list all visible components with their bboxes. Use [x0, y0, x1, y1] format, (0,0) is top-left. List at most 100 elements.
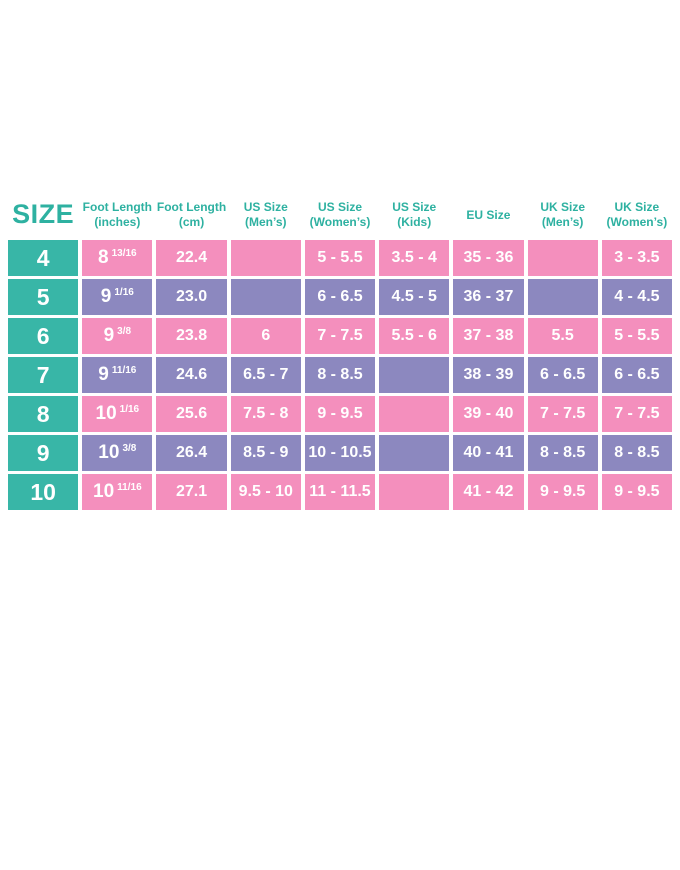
inches-fraction: 3/8 [122, 442, 137, 454]
size-cell-6: 6 [8, 318, 79, 354]
header-title: US Size [392, 200, 437, 214]
cell-5-us-kids: 4.5 - 5 [379, 279, 450, 315]
header-title: US Size [243, 200, 288, 214]
cell-7-uk-womens: 6 - 6.5 [601, 357, 672, 393]
cell-10-cm: 27.1 [156, 474, 227, 510]
header-foot-length-inches: Foot Length (inches) [82, 193, 152, 237]
cell-7-us-womens: 8 - 8.5 [304, 357, 376, 393]
header-sub: (cm) [178, 215, 205, 229]
cell-10-inches: 10 11/16 [82, 474, 153, 510]
header-sub: (Kids) [397, 215, 432, 229]
cell-10-us-kids [379, 474, 450, 510]
header-sub: (Men’s) [541, 215, 584, 229]
size-cell-4: 4 [8, 240, 79, 276]
cell-7-uk-mens: 6 - 6.5 [527, 357, 598, 393]
cell-8-eu: 39 - 40 [453, 396, 524, 432]
inches-whole: 9 [100, 286, 112, 307]
cell-6-inches: 9 3/8 [82, 318, 153, 354]
size-cell-5: 5 [8, 279, 79, 315]
cell-6-uk-womens: 5 - 5.5 [601, 318, 672, 354]
cell-6-cm: 23.8 [156, 318, 227, 354]
cell-9-eu: 40 - 41 [453, 435, 524, 471]
header-foot-length-cm: Foot Length (cm) [156, 193, 226, 237]
cell-9-cm: 26.4 [156, 435, 227, 471]
inches-fraction: 3/8 [117, 325, 132, 337]
header-size: SIZE [12, 199, 75, 230]
header-us-size-mens: US Size (Men’s) [231, 193, 301, 237]
cell-4-us-kids: 3.5 - 4 [379, 240, 450, 276]
cell-6-eu: 37 - 38 [453, 318, 524, 354]
inches-whole: 10 [93, 481, 115, 502]
cell-5-inches: 9 1/16 [82, 279, 153, 315]
cell-6-us-kids: 5.5 - 6 [379, 318, 450, 354]
size-cell-9: 9 [8, 435, 79, 471]
cell-9-uk-womens: 8 - 8.5 [601, 435, 672, 471]
cell-6-uk-mens: 5.5 [527, 318, 598, 354]
header-title: UK Size [540, 200, 585, 214]
inches-fraction: 13/16 [111, 247, 137, 259]
inches-fraction: 1/16 [114, 286, 134, 298]
header-us-size-womens: US Size (Women’s) [305, 193, 375, 237]
cell-8-uk-mens: 7 - 7.5 [527, 396, 598, 432]
cell-8-us-kids [379, 396, 450, 432]
cell-10-us-womens: 11 - 11.5 [304, 474, 376, 510]
header-title: UK Size [614, 200, 660, 214]
cell-5-eu: 36 - 37 [453, 279, 524, 315]
cell-8-uk-womens: 7 - 7.5 [601, 396, 672, 432]
inches-whole: 9 [98, 364, 109, 385]
size-cell-10: 10 [8, 474, 79, 510]
cell-4-inches: 8 13/16 [82, 240, 153, 276]
cell-4-eu: 35 - 36 [453, 240, 524, 276]
cell-9-uk-mens: 8 - 8.5 [527, 435, 598, 471]
cell-10-uk-womens: 9 - 9.5 [601, 474, 672, 510]
inches-whole: 8 [98, 247, 109, 268]
cell-7-us-mens: 6.5 - 7 [230, 357, 301, 393]
header-sub: (inches) [94, 215, 141, 229]
inches-fraction: 11/16 [117, 481, 142, 493]
cell-5-uk-womens: 4 - 4.5 [601, 279, 672, 315]
header-title: US Size [317, 200, 362, 214]
header-sub: (Men’s) [244, 215, 287, 229]
header-sub: (Women’s) [606, 215, 668, 229]
cell-8-inches: 10 1/16 [82, 396, 153, 432]
size-table: SIZE Foot Length (inches) Foot Length (cm)… [8, 193, 672, 510]
cell-10-us-mens: 9.5 - 10 [230, 474, 301, 510]
cell-4-uk-womens: 3 - 3.5 [601, 240, 672, 276]
cell-4-us-womens: 5 - 5.5 [304, 240, 376, 276]
cell-5-cm: 23.0 [156, 279, 227, 315]
cell-5-us-mens [230, 279, 301, 315]
header-title: Foot Length [156, 200, 227, 214]
header-us-size-kids: US Size (Kids) [379, 193, 449, 237]
header-uk-size-mens: UK Size (Men’s) [528, 193, 598, 237]
cell-8-us-mens: 7.5 - 8 [230, 396, 301, 432]
cell-7-inches: 9 11/16 [82, 357, 153, 393]
cell-9-us-kids [379, 435, 450, 471]
inches-whole: 10 [95, 403, 117, 424]
cell-6-us-womens: 7 - 7.5 [304, 318, 376, 354]
size-cell-8: 8 [8, 396, 79, 432]
cell-8-us-womens: 9 - 9.5 [304, 396, 376, 432]
inches-whole: 9 [103, 325, 115, 346]
cell-5-uk-mens [527, 279, 598, 315]
cell-7-cm: 24.6 [156, 357, 227, 393]
cell-7-us-kids [379, 357, 450, 393]
cell-10-uk-mens: 9 - 9.5 [527, 474, 598, 510]
cell-5-us-womens: 6 - 6.5 [304, 279, 376, 315]
inches-whole: 10 [98, 442, 120, 463]
header-sub: (Women’s) [309, 215, 371, 229]
cell-10-eu: 41 - 42 [453, 474, 524, 510]
header-title: Foot Length [82, 200, 152, 214]
header-uk-size-womens: UK Size (Women’s) [602, 193, 672, 237]
cell-9-us-womens: 10 - 10.5 [304, 435, 376, 471]
header-eu-size: EU Size [466, 207, 511, 222]
cell-4-uk-mens [527, 240, 598, 276]
size-cell-7: 7 [8, 357, 79, 393]
inches-fraction: 11/16 [111, 364, 137, 376]
cell-4-us-mens [230, 240, 301, 276]
cell-7-eu: 38 - 39 [453, 357, 524, 393]
cell-9-us-mens: 8.5 - 9 [230, 435, 301, 471]
cell-8-cm: 25.6 [156, 396, 227, 432]
cell-6-us-mens: 6 [230, 318, 301, 354]
cell-9-inches: 10 3/8 [82, 435, 153, 471]
